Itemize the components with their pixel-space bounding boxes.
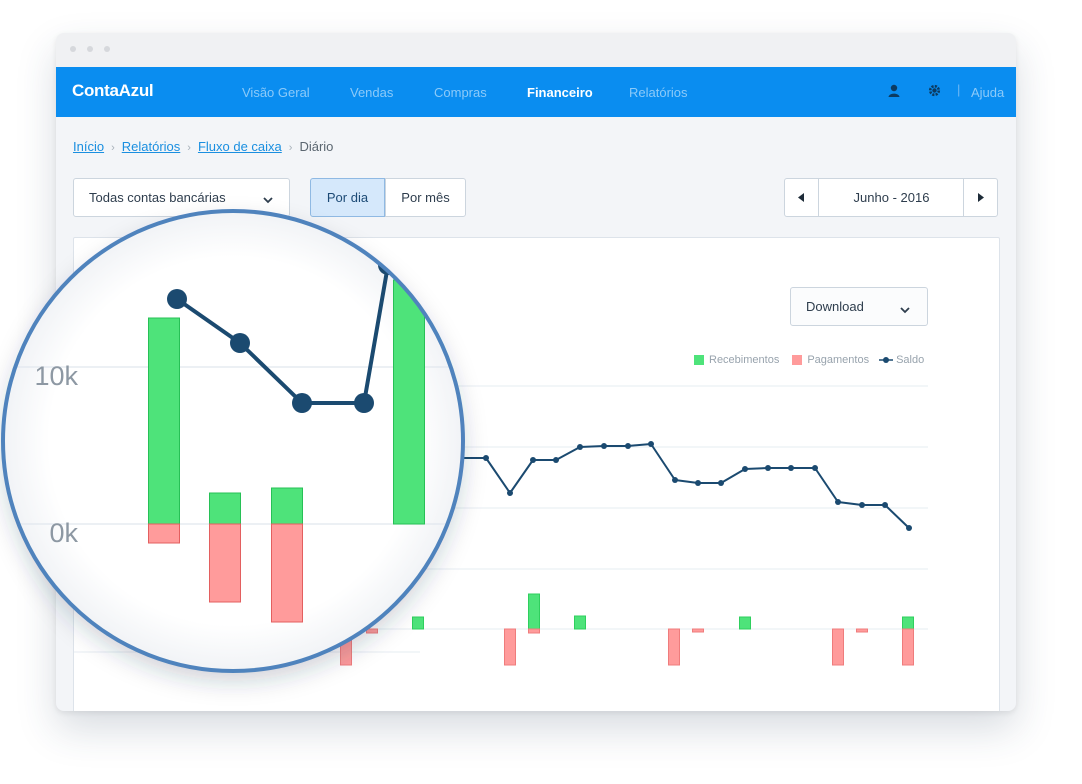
legend-recebimentos: Recebimentos — [709, 354, 780, 366]
magnifier-recebimentos-bar — [393, 279, 425, 525]
view-by-day-button[interactable]: Por dia — [310, 178, 385, 217]
pagamentos-bar — [504, 628, 516, 666]
magnifier-recebimentos-bar — [148, 317, 180, 525]
recebimentos-bar — [412, 616, 424, 630]
account-select-value: Todas contas bancárias — [89, 190, 226, 205]
view-by-month-label: Por mês — [401, 190, 450, 205]
pagamentos-bar — [366, 628, 378, 634]
saldo-line-point — [765, 465, 771, 471]
magnifier-saldo-line-point — [167, 289, 187, 309]
nav-vendas[interactable]: Vendas — [350, 85, 394, 100]
saldo-line-point — [906, 525, 912, 531]
recebimentos-bar — [528, 593, 540, 630]
help-link[interactable]: Ajuda — [971, 85, 1005, 100]
chevron-down-icon — [900, 302, 910, 317]
magnifier-ylabel-0k: 0k — [49, 518, 78, 548]
nav-visao-geral[interactable]: Visão Geral — [242, 85, 310, 100]
breadcrumb-separator: › — [288, 142, 293, 154]
saldo-line-point — [577, 444, 583, 450]
saldo-line-point — [788, 465, 794, 471]
top-navbar: ContaAzul Visão Geral Vendas Compras Fin… — [56, 67, 1016, 117]
pagamentos-bar — [668, 628, 680, 666]
window-dot-maximize[interactable] — [104, 46, 110, 52]
saldo-line-point — [859, 502, 865, 508]
prev-period-button[interactable] — [785, 179, 819, 216]
legend-pagamentos: Pagamentos — [807, 354, 870, 366]
magnifier-pagamentos-bar — [148, 523, 180, 544]
magnifier-ylabel-10k: 10k — [34, 361, 78, 391]
window-dot-close[interactable] — [70, 46, 76, 52]
saldo-line — [457, 441, 912, 531]
saldo-line-point — [835, 499, 841, 505]
title-bar — [56, 33, 1016, 67]
download-label: Download — [806, 299, 864, 314]
saldo-line-point — [695, 480, 701, 486]
period-selector: Junho - 2016 — [784, 178, 998, 217]
user-icon[interactable] — [888, 84, 900, 101]
period-label: Junho - 2016 — [853, 190, 930, 205]
nav-compras[interactable]: Compras — [434, 85, 487, 100]
saldo-line-point — [553, 457, 559, 463]
breadcrumb-inicio[interactable]: Início — [73, 139, 105, 154]
saldo-line-point — [483, 455, 489, 461]
gear-icon[interactable] — [928, 84, 941, 100]
nav-financeiro[interactable]: Financeiro — [527, 85, 593, 100]
magnifier-saldo-line-point — [292, 393, 312, 413]
recebimentos-bar — [574, 615, 586, 630]
view-by-day-label: Por dia — [326, 190, 369, 205]
magnifier-recebimentos-bar — [271, 487, 303, 525]
saldo-line-point — [530, 457, 536, 463]
magnifier-saldo-line-point — [354, 393, 374, 413]
caret-left-icon — [798, 193, 804, 202]
chart-legend: Recebimentos Pagamentos Saldo — [694, 354, 924, 366]
nav-divider: | — [957, 82, 961, 97]
brand-logo[interactable]: ContaAzul — [72, 81, 154, 100]
saldo-line-point — [648, 441, 654, 447]
saldo-line-point — [882, 502, 888, 508]
saldo-line-point — [601, 443, 607, 449]
saldo-line-point — [742, 466, 748, 472]
pagamentos-bar — [856, 628, 868, 633]
view-by-month-button[interactable]: Por mês — [385, 178, 466, 217]
breadcrumb-fluxo-de-caixa[interactable]: Fluxo de caixa — [197, 139, 282, 154]
magnifier-bars — [148, 279, 425, 623]
legend-saldo: Saldo — [896, 354, 925, 366]
nav-relatorios[interactable]: Relatórios — [629, 85, 688, 100]
saldo-line-point — [812, 465, 818, 471]
pagamentos-bar — [692, 628, 704, 633]
breadcrumb-separator: › — [187, 142, 191, 154]
breadcrumb-current: Diário — [299, 139, 334, 154]
recebimentos-bar — [902, 616, 914, 630]
download-button[interactable]: Download — [790, 287, 928, 326]
pagamentos-bar — [832, 628, 844, 666]
pagamentos-bar — [902, 628, 914, 666]
magnifier-background — [3, 211, 463, 671]
window-dot-minimize[interactable] — [87, 46, 93, 52]
next-period-button[interactable] — [963, 179, 997, 216]
legend-swatch-pagamentos — [792, 355, 803, 365]
magnifier-recebimentos-bar — [209, 492, 241, 525]
magnifier-saldo-line-point — [230, 333, 250, 353]
breadcrumb-relatorios[interactable]: Relatórios — [121, 139, 181, 154]
magnifier-pagamentos-bar — [271, 523, 303, 623]
magnifier-pagamentos-bar — [209, 523, 241, 603]
saldo-line-point — [625, 443, 631, 449]
saldo-line — [460, 443, 910, 529]
recebimentos-bar — [739, 616, 751, 630]
caret-right-icon — [978, 193, 984, 202]
legend-swatch-recebimentos — [694, 355, 704, 365]
magnifier-lens: 10k 0k — [1, 209, 465, 673]
saldo-line-point — [672, 477, 678, 483]
legend-swatch-saldo — [879, 357, 894, 363]
magnifier-ring — [1, 209, 465, 673]
main-bars — [340, 593, 914, 666]
saldo-line-point — [507, 490, 513, 496]
saldo-line-point — [718, 480, 724, 486]
chevron-down-icon — [263, 192, 273, 207]
breadcrumb: Início › Relatórios › Fluxo de caixa › Diário — [73, 139, 333, 154]
breadcrumb-separator: › — [111, 142, 115, 154]
pagamentos-bar — [528, 628, 540, 634]
